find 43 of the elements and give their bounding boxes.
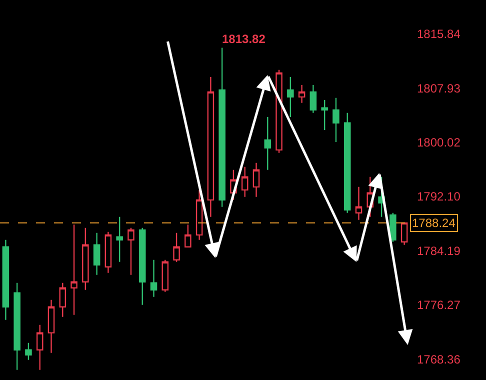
ref-line-label: 1788.24 bbox=[412, 216, 456, 230]
y-tick-label: 1792.10 bbox=[417, 190, 461, 204]
y-tick-label: 1807.93 bbox=[417, 81, 461, 96]
candlestick bbox=[344, 112, 351, 214]
candlestick bbox=[59, 282, 66, 318]
candlestick bbox=[70, 224, 78, 316]
annotation: 1813.82 bbox=[222, 32, 266, 46]
candlestick bbox=[184, 224, 192, 248]
candlestick bbox=[82, 227, 89, 290]
y-tick-label: 1784.19 bbox=[417, 244, 461, 258]
candlestick bbox=[196, 189, 203, 241]
candlestick bbox=[218, 47, 226, 208]
candlestick bbox=[276, 69, 282, 154]
candlestick bbox=[2, 239, 10, 320]
candlestick bbox=[241, 166, 248, 198]
candlestick bbox=[14, 282, 20, 370]
candlestick bbox=[400, 222, 408, 246]
candlestick bbox=[25, 342, 32, 360]
candlestick bbox=[162, 259, 169, 292]
candlestick bbox=[207, 76, 214, 218]
candlestick bbox=[252, 162, 260, 198]
candlestick bbox=[332, 97, 340, 143]
y-tick-label: 1768.36 bbox=[417, 352, 461, 366]
candlestick bbox=[116, 216, 123, 262]
y-tick-label: 1800.02 bbox=[417, 135, 461, 150]
candlestick bbox=[355, 186, 362, 220]
candlestick bbox=[48, 299, 55, 354]
candlestick bbox=[93, 232, 100, 276]
y-tick-label: 1776.27 bbox=[417, 298, 461, 312]
candlestick bbox=[138, 227, 146, 306]
candlestick bbox=[104, 231, 112, 274]
y-tick-label: 1815.84 bbox=[417, 27, 461, 42]
candlestick bbox=[310, 84, 317, 114]
candlestick bbox=[230, 169, 237, 201]
candlestick bbox=[128, 227, 134, 276]
candlestick bbox=[287, 76, 294, 118]
candlestick bbox=[150, 259, 158, 298]
candlestick bbox=[36, 324, 44, 370]
candlestick bbox=[321, 99, 328, 131]
candlestick bbox=[264, 116, 272, 170]
candlestick bbox=[298, 84, 306, 104]
candlestick bbox=[173, 232, 180, 262]
candlestick bbox=[390, 212, 396, 242]
